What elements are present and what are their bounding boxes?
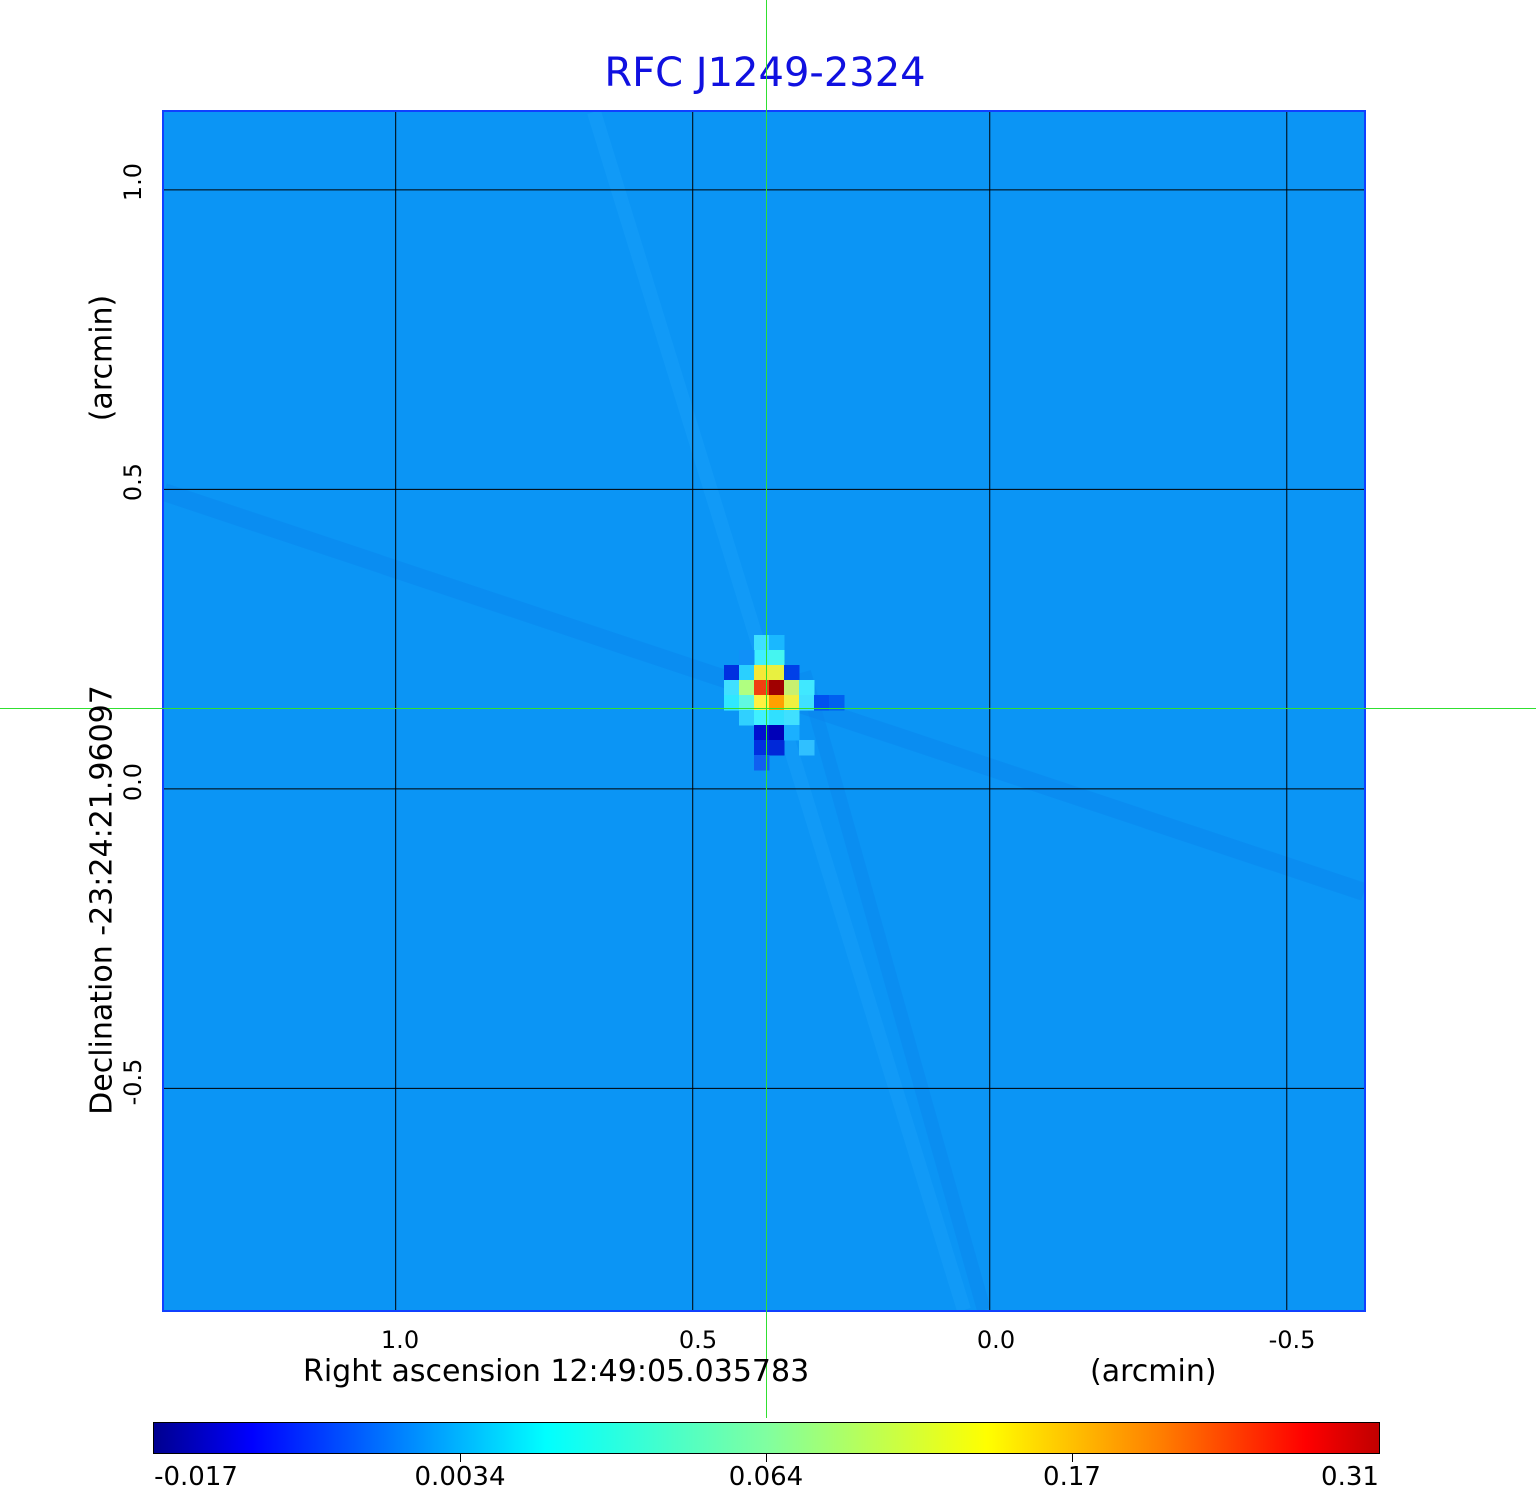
x-tick-label: 1.0 (380, 1326, 420, 1354)
y-axis-unit: (arcmin) (84, 294, 120, 422)
heatmap-pixel (739, 650, 755, 666)
heatmap-pixel (754, 665, 770, 681)
heatmap-pixel (769, 740, 785, 756)
heatmap-pixel (754, 650, 770, 666)
heatmap-pixel (769, 725, 785, 741)
y-tick-label: -0.5 (119, 1058, 147, 1106)
heatmap-pixel (724, 665, 740, 681)
heatmap-pixel (754, 755, 770, 771)
colorbar-tick-label: -0.017 (154, 1462, 238, 1492)
crosshair-vertical (766, 0, 767, 1418)
x-tick-label: 0.5 (678, 1326, 718, 1354)
y-tick-label: 1.0 (119, 162, 147, 202)
heatmap-pixel (799, 680, 815, 696)
heatmap-pixel (754, 725, 770, 741)
heatmap-pixel (784, 710, 800, 726)
heatmap-pixel (739, 665, 755, 681)
heatmap-pixel (739, 680, 755, 696)
colorbar-tick (1072, 1454, 1073, 1462)
heatmap-pixel (769, 650, 785, 666)
x-axis-label: Right ascension 12:49:05.035783 (303, 1354, 810, 1389)
heatmap-pixel (724, 680, 740, 696)
heatmap-pixel (799, 740, 815, 756)
heatmap-image (164, 112, 1364, 1310)
heatmap-pixel (814, 695, 830, 711)
heatmap-pixel (769, 680, 785, 696)
colorbar-tick-label: 0.17 (1043, 1462, 1101, 1492)
colorbar-tick-label: 0.0034 (414, 1462, 506, 1492)
heatmap-pixel (769, 710, 785, 726)
heatmap-pixel (724, 695, 740, 711)
y-tick-label: 0.5 (119, 462, 147, 502)
heatmap-pixel (784, 665, 800, 681)
y-tick-label: 0.0 (119, 762, 147, 802)
chart-title: RFC J1249-2324 (604, 50, 926, 96)
image-plot-area[interactable] (162, 110, 1366, 1312)
heatmap-pixel (739, 710, 755, 726)
x-axis-unit: (arcmin) (1090, 1354, 1217, 1389)
colorbar-tick (460, 1454, 461, 1462)
colorbar-tick-label: 0.064 (728, 1462, 804, 1492)
heatmap-pixel (784, 725, 800, 741)
y-axis-label: Declination -23:24:21.96097 (84, 685, 120, 1115)
heatmap-pixel (754, 680, 770, 696)
heatmap-pixel (784, 695, 800, 711)
x-tick-label: -0.5 (1268, 1326, 1316, 1354)
heatmap-pixel (754, 695, 770, 711)
colorbar-tick-label: 0.31 (1321, 1462, 1379, 1492)
x-tick-label: 0.0 (976, 1326, 1016, 1354)
heatmap-pixel (784, 680, 800, 696)
heatmap-pixel (754, 635, 770, 651)
heatmap-pixel (799, 695, 815, 711)
colorbar (153, 1422, 1380, 1454)
heatmap-pixel (769, 695, 785, 711)
heatmap-pixel (769, 635, 785, 651)
sidelobe-streak (797, 670, 991, 1310)
heatmap-pixel (754, 740, 770, 756)
colorbar-tick (766, 1454, 767, 1462)
heatmap-pixel (829, 695, 845, 711)
heatmap-pixel (769, 665, 785, 681)
heatmap-pixel (739, 695, 755, 711)
heatmap-pixel (754, 710, 770, 726)
crosshair-horizontal (0, 708, 1536, 709)
